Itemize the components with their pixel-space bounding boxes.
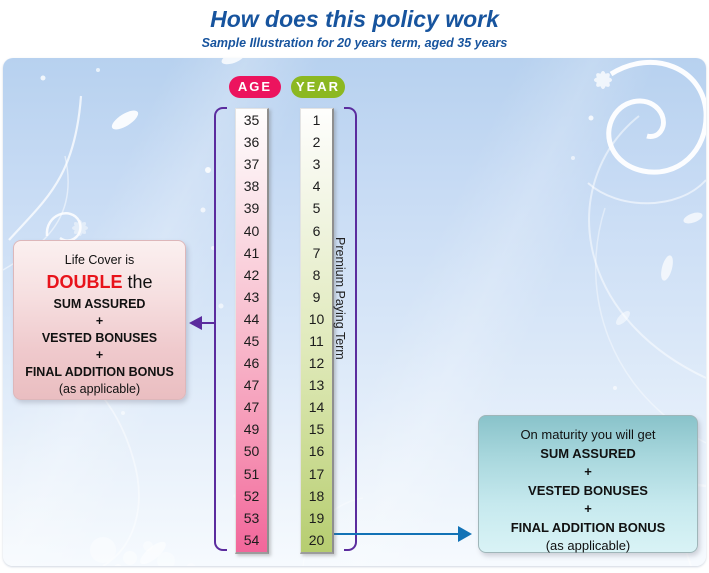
year-cell: 9 <box>312 288 321 305</box>
year-cell: 8 <box>312 266 321 283</box>
double-suffix: the <box>122 272 153 292</box>
life-cover-note: (as applicable) <box>58 382 141 396</box>
age-cell: 42 <box>243 266 260 283</box>
year-cell: 11 <box>309 332 324 349</box>
age-header-badge: AGE <box>229 76 281 98</box>
maturity-item: FINAL ADDITION BONUS <box>510 519 666 535</box>
age-cell: 41 <box>243 244 260 261</box>
year-cell: 5 <box>312 200 321 217</box>
year-cell: 14 <box>308 399 325 416</box>
page-title: How does this policy work <box>210 6 499 32</box>
maturity-note: (as applicable) <box>545 538 631 553</box>
maturity-item: SUM ASSURED <box>540 445 636 461</box>
age-cell: 46 <box>243 355 260 372</box>
year-cell: 4 <box>312 178 321 195</box>
maturity-intro: On maturity you will get <box>520 427 656 442</box>
age-cell: 51 <box>243 465 260 482</box>
age-cell: 52 <box>243 487 260 504</box>
year-cell: 7 <box>312 244 321 261</box>
year-cell: 13 <box>308 377 325 394</box>
year-cell: 2 <box>312 134 321 151</box>
left-bracket <box>214 107 227 551</box>
year-cell: 15 <box>308 421 325 438</box>
year-cell: 20 <box>308 531 325 548</box>
life-cover-item: VESTED BONUSES <box>41 331 158 345</box>
age-cell: 47 <box>243 377 260 394</box>
maturity-arrow-icon <box>458 526 472 542</box>
life-cover-double-line: DOUBLE the <box>14 270 185 294</box>
maturity-connector-line <box>332 533 460 535</box>
year-cell: 3 <box>312 156 321 173</box>
age-cell: 47 <box>243 399 260 416</box>
plus-sign: + <box>95 314 104 328</box>
age-cell: 43 <box>243 288 260 305</box>
premium-paying-term-label: Premium Paying Term <box>333 237 347 360</box>
age-cell: 50 <box>243 443 260 460</box>
age-column: 35 36 37 38 39 40 41 42 43 44 45 46 47 47 49 50 51 52 53 54 <box>235 108 269 554</box>
age-cell: 54 <box>243 531 260 548</box>
age-cell: 38 <box>243 178 260 195</box>
life-cover-connector-line <box>201 322 216 324</box>
maturity-item: VESTED BONUSES <box>528 482 648 498</box>
year-cell: 1 <box>312 112 321 129</box>
year-cell: 12 <box>308 355 325 372</box>
year-cell: 18 <box>308 487 325 504</box>
year-cell: 10 <box>308 310 325 327</box>
year-header-badge: YEAR <box>291 76 345 98</box>
year-cell: 16 <box>308 443 325 460</box>
plus-sign: + <box>95 348 104 362</box>
life-cover-item: SUM ASSURED <box>53 297 146 311</box>
plus-sign: + <box>584 464 592 479</box>
life-cover-item: FINAL ADDITION BONUS <box>25 365 174 379</box>
year-cell: 19 <box>308 509 325 526</box>
double-word: DOUBLE <box>46 272 123 292</box>
life-cover-box: Life Cover is DOUBLE the SUM ASSURED + V… <box>13 240 186 400</box>
age-cell: 35 <box>243 112 260 129</box>
age-cell: 53 <box>243 509 260 526</box>
life-cover-arrow-icon <box>189 316 202 330</box>
plus-sign: + <box>584 501 592 516</box>
age-cell: 44 <box>243 310 260 327</box>
year-cell: 6 <box>312 222 321 239</box>
age-cell: 37 <box>243 156 260 173</box>
page-subtitle: Sample Illustration for 20 years term, a… <box>201 36 508 50</box>
right-bracket <box>344 107 357 551</box>
year-cell: 17 <box>308 465 325 482</box>
illustration-panel <box>3 58 706 566</box>
age-cell: 40 <box>243 222 260 239</box>
age-cell: 45 <box>243 332 260 349</box>
age-cell: 36 <box>243 134 260 151</box>
life-cover-intro: Life Cover is <box>64 253 135 267</box>
maturity-box: On maturity you will get SUM ASSURED + V… <box>478 415 698 553</box>
age-cell: 49 <box>243 421 260 438</box>
year-column: 1 2 3 4 5 6 7 8 9 10 11 12 13 14 15 16 17 18 19 20 <box>300 108 334 554</box>
age-cell: 39 <box>243 200 260 217</box>
